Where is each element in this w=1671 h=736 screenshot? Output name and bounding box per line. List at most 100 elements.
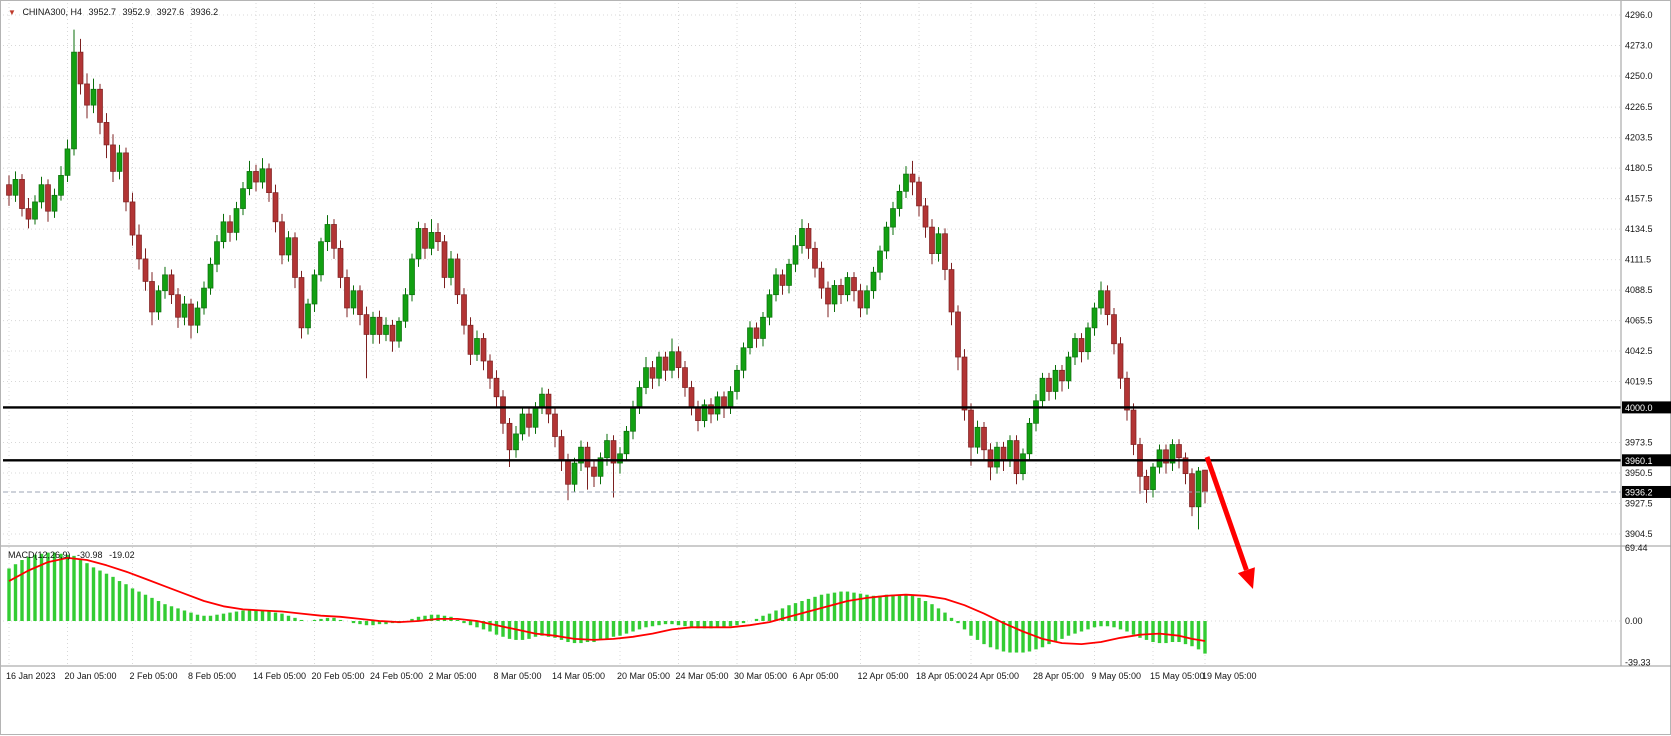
candle-body bbox=[221, 222, 226, 242]
time-axis-label[interactable]: 15 May 05:00 bbox=[1150, 671, 1205, 681]
candle-body bbox=[1157, 450, 1162, 467]
candle-body bbox=[254, 171, 259, 182]
candle-body bbox=[319, 242, 324, 275]
price-axis-label: 3950.5 bbox=[1625, 468, 1653, 478]
candle-body bbox=[871, 272, 876, 291]
candle-body bbox=[1073, 338, 1078, 357]
candle-body bbox=[267, 169, 272, 193]
candle-body bbox=[1099, 291, 1104, 308]
macd-axis-label: 0.00 bbox=[1625, 616, 1643, 626]
candle-body bbox=[559, 437, 564, 461]
candle-body bbox=[936, 234, 941, 254]
trend-arrow-head[interactable] bbox=[1238, 567, 1255, 589]
candle-body bbox=[137, 235, 142, 259]
macd-name-label: MACD(12,26,9) bbox=[8, 550, 71, 560]
candle-body bbox=[949, 270, 954, 312]
candle-body bbox=[312, 275, 317, 304]
candle-body bbox=[488, 361, 493, 378]
candle-body bbox=[943, 234, 948, 270]
time-axis-label[interactable]: 16 Jan 2023 bbox=[6, 671, 56, 681]
price-axis-label: 4180.5 bbox=[1625, 163, 1653, 173]
candle-body bbox=[241, 189, 246, 209]
time-axis-label[interactable]: 9 May 05:00 bbox=[1092, 671, 1142, 681]
candle-body bbox=[728, 391, 733, 407]
candle-body bbox=[910, 174, 915, 182]
candle-body bbox=[1001, 447, 1006, 460]
candle-body bbox=[176, 295, 181, 318]
time-axis-label[interactable]: 24 Mar 05:00 bbox=[676, 671, 729, 681]
time-axis-label[interactable]: 2 Feb 05:00 bbox=[130, 671, 178, 681]
candle-body bbox=[553, 414, 558, 437]
candle-body bbox=[332, 224, 337, 248]
time-axis-label[interactable]: 20 Mar 05:00 bbox=[617, 671, 670, 681]
candle-body bbox=[1027, 423, 1032, 453]
candle-body bbox=[475, 338, 480, 354]
candle-body bbox=[1203, 470, 1208, 492]
candle-body bbox=[429, 232, 434, 248]
candle-body bbox=[202, 288, 207, 308]
time-axis-label[interactable]: 19 May 05:00 bbox=[1202, 671, 1257, 681]
candle-body bbox=[234, 209, 239, 233]
candle-body bbox=[962, 357, 967, 410]
candle-body bbox=[104, 122, 109, 145]
time-axis-label[interactable]: 20 Feb 05:00 bbox=[312, 671, 365, 681]
time-axis-label[interactable]: 24 Feb 05:00 bbox=[370, 671, 423, 681]
candle-body bbox=[566, 460, 571, 484]
time-axis-label[interactable]: 24 Apr 05:00 bbox=[968, 671, 1019, 681]
candle-body bbox=[228, 222, 233, 233]
candle-body bbox=[709, 405, 714, 414]
candle-body bbox=[969, 410, 974, 447]
candle-body bbox=[832, 285, 837, 304]
price-axis-label: 4134.5 bbox=[1625, 224, 1653, 234]
candle-body bbox=[897, 191, 902, 208]
time-axis-label[interactable]: 12 Apr 05:00 bbox=[858, 671, 909, 681]
candle-body bbox=[455, 259, 460, 295]
candle-body bbox=[650, 368, 655, 379]
time-axis-label[interactable]: 14 Feb 05:00 bbox=[253, 671, 306, 681]
candle-body bbox=[85, 84, 90, 105]
candle-body bbox=[852, 277, 857, 290]
candle-body bbox=[878, 251, 883, 272]
time-axis-label[interactable]: 2 Mar 05:00 bbox=[429, 671, 477, 681]
candle-body bbox=[819, 268, 824, 288]
candle-body bbox=[670, 352, 675, 371]
candle-body bbox=[189, 304, 194, 325]
time-axis-label[interactable]: 28 Apr 05:00 bbox=[1033, 671, 1084, 681]
candle-body bbox=[98, 89, 103, 122]
candles-layer bbox=[7, 30, 1208, 530]
candle-body bbox=[124, 153, 129, 202]
time-axis-label[interactable]: 8 Mar 05:00 bbox=[494, 671, 542, 681]
time-axis-label[interactable]: 14 Mar 05:00 bbox=[552, 671, 605, 681]
candle-body bbox=[33, 202, 38, 219]
price-tag-label: 4000.0 bbox=[1625, 403, 1653, 413]
time-axis-label[interactable]: 8 Feb 05:00 bbox=[188, 671, 236, 681]
candle-body bbox=[1131, 410, 1136, 444]
time-axis-label[interactable]: 18 Apr 05:00 bbox=[916, 671, 967, 681]
candle-body bbox=[156, 291, 161, 312]
candle-body bbox=[293, 238, 298, 278]
price-axis-label: 4226.5 bbox=[1625, 102, 1653, 112]
candle-body bbox=[982, 427, 987, 450]
price-axis-label: 4296.0 bbox=[1625, 10, 1653, 20]
candle-body bbox=[299, 277, 304, 327]
candle-body bbox=[358, 291, 363, 315]
trend-arrow-line[interactable] bbox=[1207, 457, 1246, 570]
candle-body bbox=[1196, 471, 1201, 507]
bar-close-value: 3936.2 bbox=[191, 7, 219, 17]
candle-body bbox=[657, 357, 662, 378]
grid-layer bbox=[3, 3, 1621, 666]
candle-body bbox=[195, 308, 200, 325]
candle-body bbox=[1021, 454, 1026, 474]
candle-body bbox=[605, 441, 610, 458]
candle-body bbox=[754, 328, 759, 339]
time-axis-label[interactable]: 30 Mar 05:00 bbox=[734, 671, 787, 681]
candle-body bbox=[761, 317, 766, 338]
time-axis-label[interactable]: 6 Apr 05:00 bbox=[793, 671, 839, 681]
candle-body bbox=[696, 407, 701, 420]
candle-body bbox=[533, 407, 538, 427]
time-axis-label[interactable]: 20 Jan 05:00 bbox=[65, 671, 117, 681]
candle-body bbox=[956, 312, 961, 357]
time-axis: 16 Jan 2023 20 Jan 05:00 2 Feb 05:00 8 Feb … bbox=[6, 671, 1257, 681]
